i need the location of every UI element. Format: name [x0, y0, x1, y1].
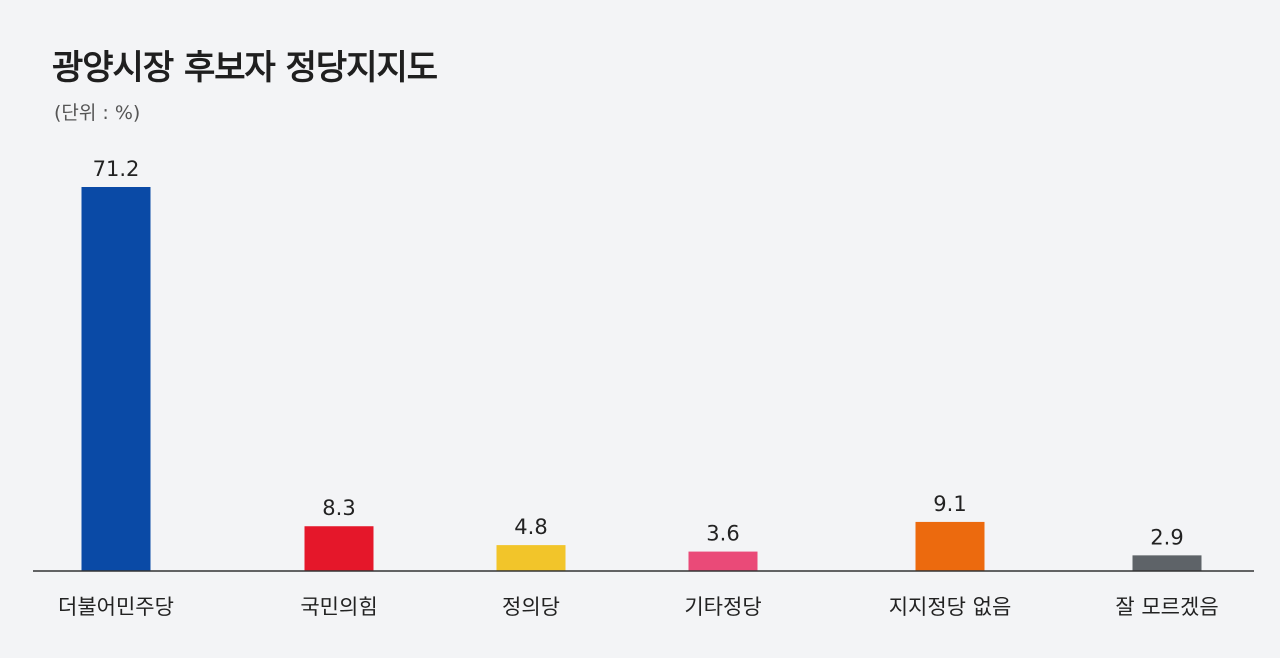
category-label-1: 국민의힘 [300, 595, 377, 619]
category-label-0: 더불어민주당 [58, 595, 174, 619]
value-label-4: 9.1 [933, 492, 966, 516]
value-label-1: 8.3 [322, 496, 355, 520]
value-label-0: 71.2 [93, 157, 140, 181]
value-label-3: 3.6 [706, 522, 739, 546]
value-label-5: 2.9 [1150, 525, 1183, 549]
category-label-4: 지지정당 없음 [889, 595, 1012, 619]
bar-3 [688, 551, 758, 571]
category-label-5: 잘 모르겠음 [1115, 595, 1218, 619]
bar-2 [496, 545, 566, 571]
bar-1 [304, 526, 374, 571]
category-label-2: 정의당 [502, 595, 560, 619]
bar-0 [81, 187, 151, 571]
value-label-2: 4.8 [514, 515, 547, 539]
unit-label: (단위 : %) [54, 102, 141, 124]
chart-title: 광양시장 후보자 정당지지도 [52, 48, 438, 88]
category-label-3: 기타정당 [684, 595, 761, 619]
bar-4 [915, 521, 985, 571]
bar-5 [1132, 555, 1202, 571]
